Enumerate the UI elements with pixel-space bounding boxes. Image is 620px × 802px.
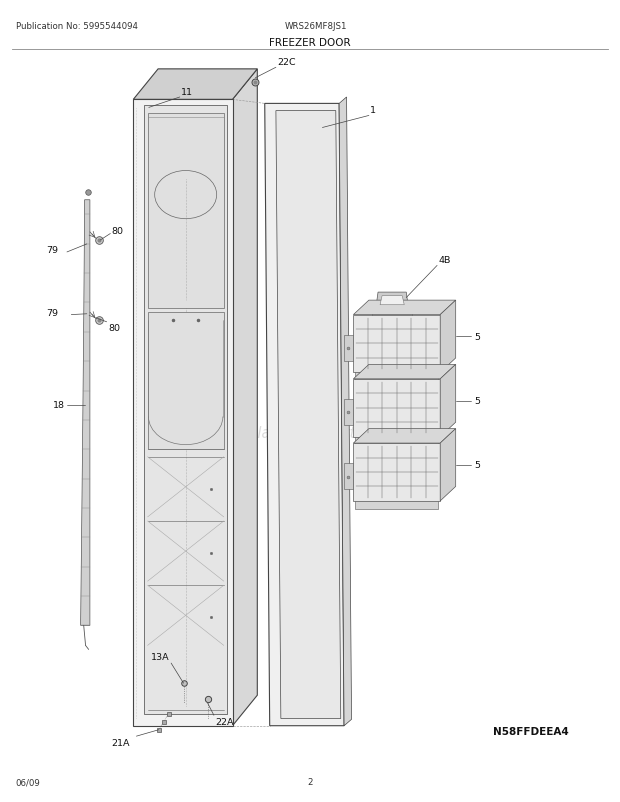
Polygon shape <box>148 114 224 309</box>
Polygon shape <box>353 365 456 379</box>
Polygon shape <box>344 464 353 490</box>
Text: 79: 79 <box>46 309 58 318</box>
Text: 79: 79 <box>46 245 58 255</box>
Polygon shape <box>133 70 257 100</box>
Polygon shape <box>339 98 352 726</box>
Text: 13A: 13A <box>151 653 170 662</box>
Polygon shape <box>376 293 408 307</box>
Text: WRS26MF8JS1: WRS26MF8JS1 <box>285 22 348 31</box>
Polygon shape <box>440 429 456 501</box>
Polygon shape <box>353 444 440 501</box>
Text: 80: 80 <box>108 324 120 333</box>
Polygon shape <box>144 106 227 715</box>
Text: 1: 1 <box>370 106 376 115</box>
Polygon shape <box>353 301 456 315</box>
Polygon shape <box>355 437 438 445</box>
Polygon shape <box>353 315 440 373</box>
Text: 80: 80 <box>112 227 123 236</box>
Polygon shape <box>148 313 224 449</box>
Polygon shape <box>353 429 456 444</box>
Polygon shape <box>232 70 257 726</box>
Polygon shape <box>353 379 440 437</box>
Polygon shape <box>81 200 90 626</box>
Text: 06/09: 06/09 <box>16 777 40 786</box>
Text: 21A: 21A <box>112 738 130 747</box>
Polygon shape <box>372 307 412 329</box>
Polygon shape <box>265 104 344 726</box>
Polygon shape <box>355 373 438 381</box>
Polygon shape <box>344 335 353 362</box>
Polygon shape <box>276 111 341 719</box>
Polygon shape <box>355 501 438 509</box>
Text: 5: 5 <box>474 396 480 406</box>
Text: 5: 5 <box>474 332 480 342</box>
Text: eReplacementParts.com: eReplacementParts.com <box>221 426 399 440</box>
Text: 4B: 4B <box>438 256 451 265</box>
Polygon shape <box>440 365 456 437</box>
Text: Publication No: 5995544094: Publication No: 5995544094 <box>16 22 138 31</box>
Text: 5: 5 <box>474 460 480 470</box>
Text: 11: 11 <box>181 88 193 97</box>
Polygon shape <box>344 399 353 426</box>
Text: 18: 18 <box>53 400 65 410</box>
Polygon shape <box>440 301 456 373</box>
Text: N58FFDEEA4: N58FFDEEA4 <box>493 726 569 735</box>
Polygon shape <box>133 100 232 726</box>
Text: 22A: 22A <box>215 717 234 726</box>
Polygon shape <box>380 297 404 306</box>
Text: FREEZER DOOR: FREEZER DOOR <box>269 38 351 47</box>
Text: 2: 2 <box>308 777 312 786</box>
Text: 22C: 22C <box>278 59 296 67</box>
